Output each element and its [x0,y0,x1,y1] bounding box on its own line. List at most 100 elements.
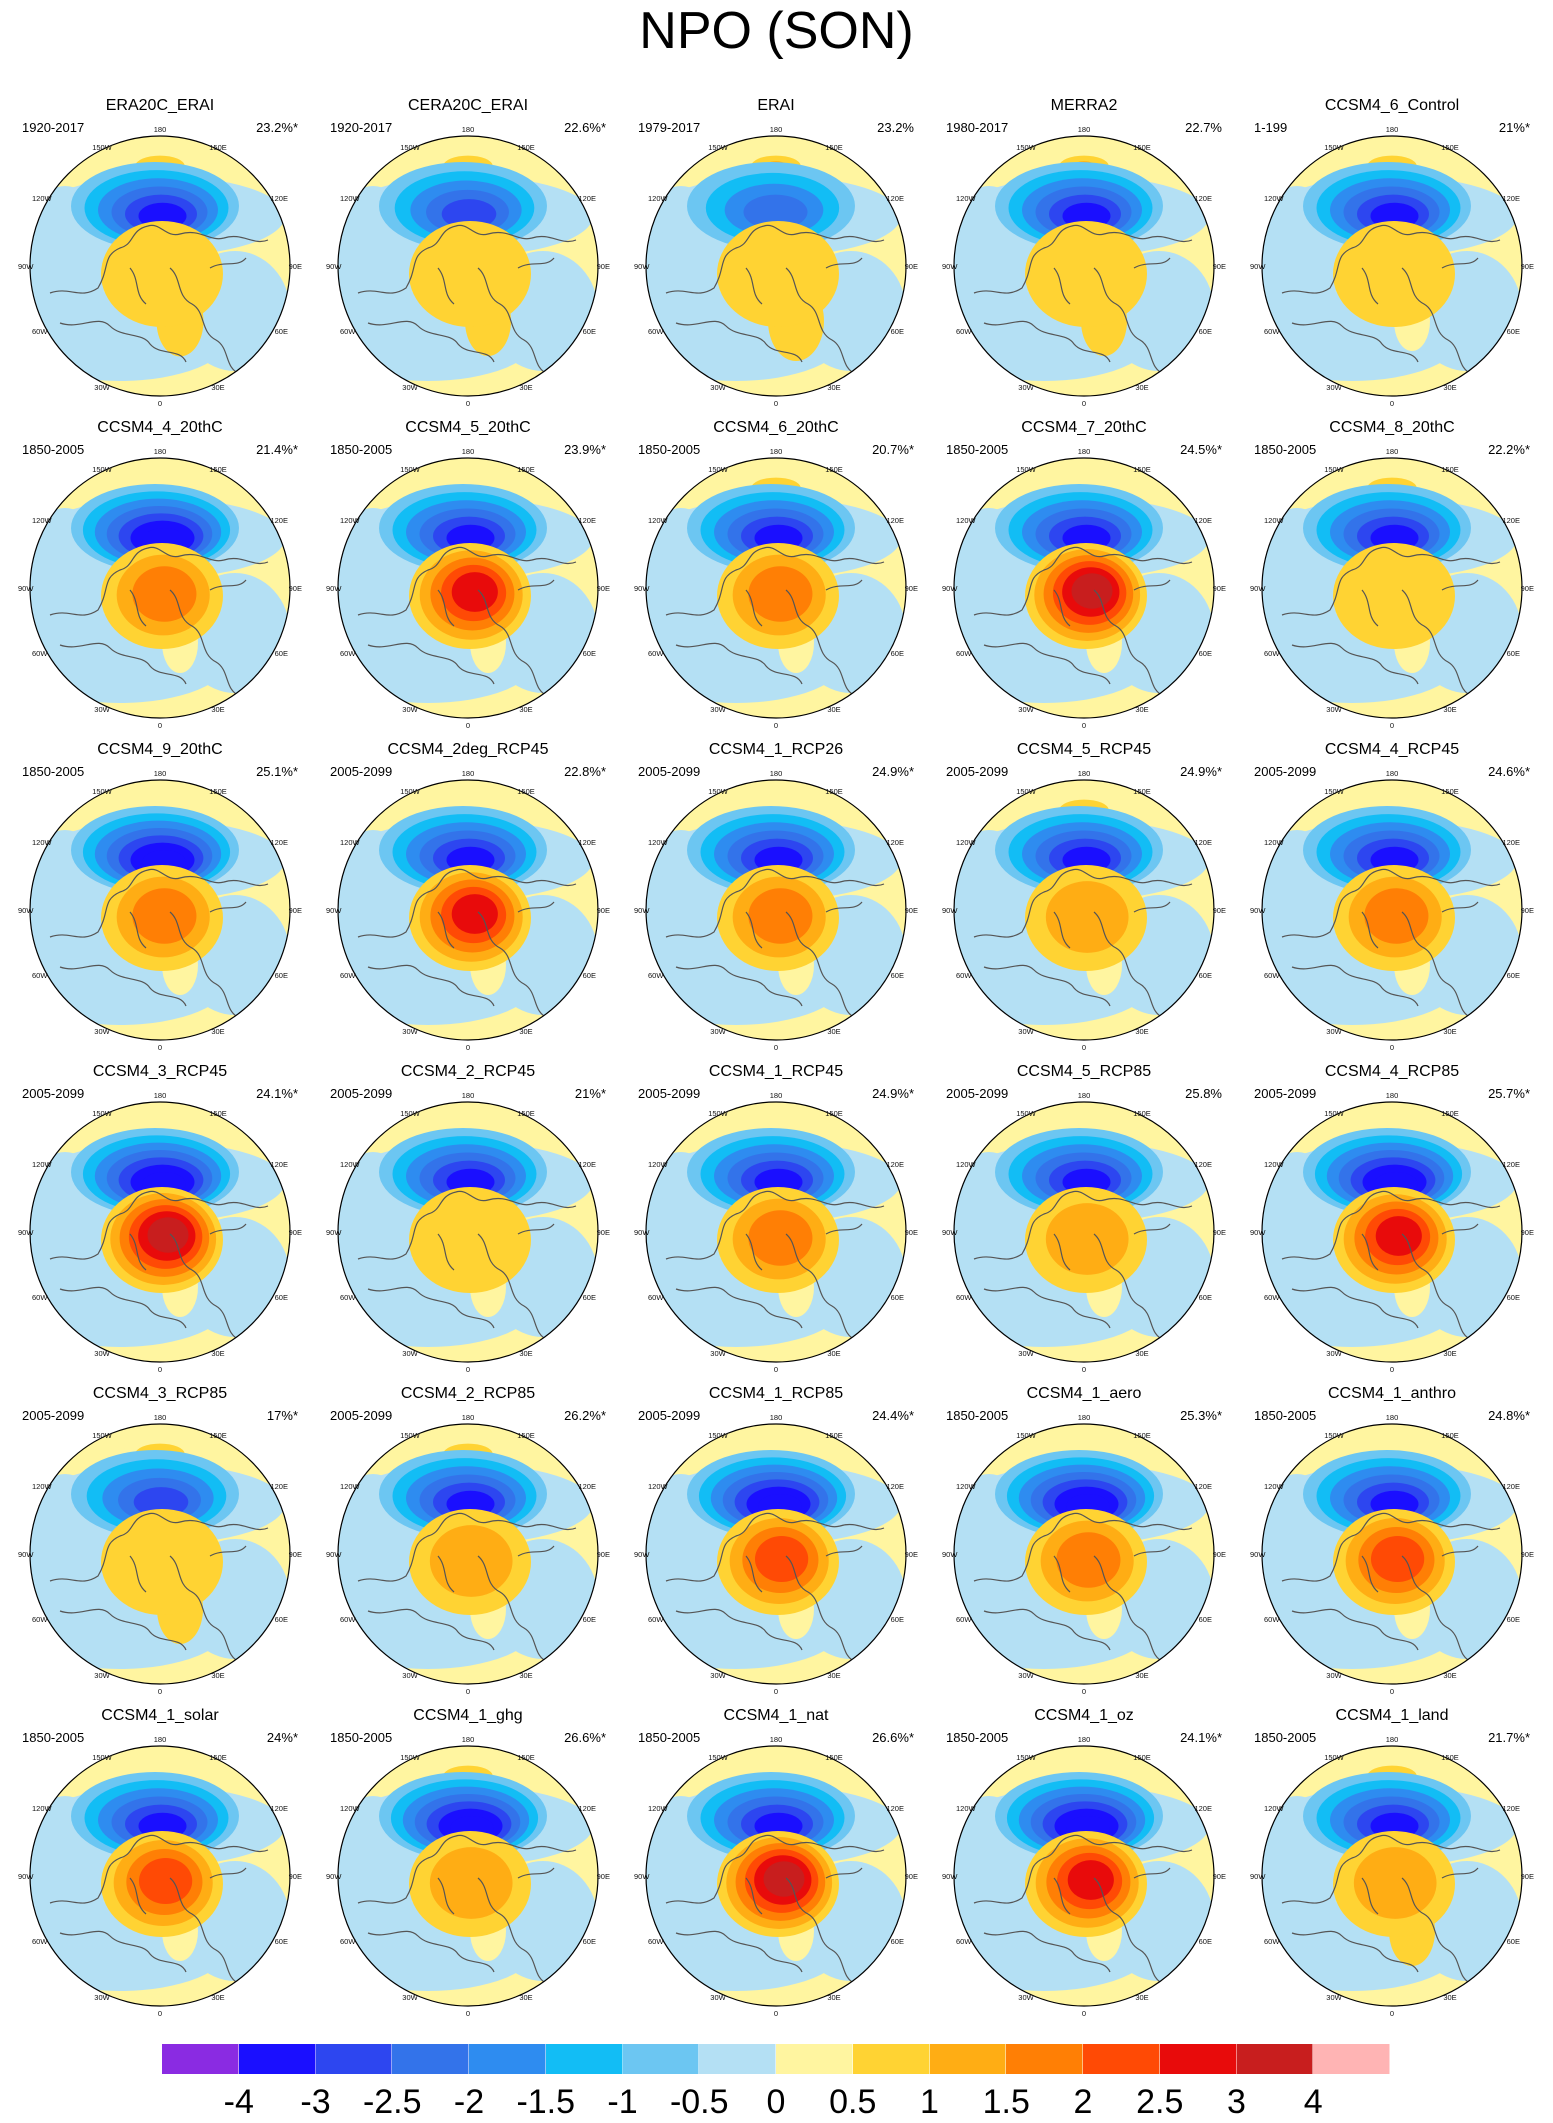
panel-period: 1920-2017 [330,120,393,135]
polar-positive-center [147,1217,189,1253]
panel-variance-percent: 22.2%* [1488,442,1530,457]
colorbar-tick-label: 4 [1303,2083,1323,2121]
longitude-label: 60W [1264,327,1280,336]
polar-positive-center [748,1210,813,1266]
longitude-label: 30W [1018,705,1034,714]
longitude-label: 0 [774,1687,778,1696]
colorbar-segment [1236,2044,1314,2074]
map-panel: CCSM4_6_20thC 1850-2005 20.7%* 180 150W 150E 1… [626,418,926,738]
polar-positive-center [409,221,531,327]
longitude-label: 60E [583,649,596,658]
polar-positive-center [132,566,197,622]
longitude-label: 120W [1264,1804,1285,1813]
map-boundary [29,135,291,397]
longitude-label: 60W [340,1615,356,1624]
polar-map: 180 150W 150E 120W 120E 90W 90E 60W 60E 30W 30E 0 [942,447,1226,730]
polar-positive-center [1067,1860,1114,1900]
longitude-label: 120E [1194,194,1212,203]
colorbar-segment [776,2044,853,2074]
map-panel: CCSM4_1_aero 1850-2005 25.3%* 180 150W 150E 12… [934,1384,1234,1704]
longitude-label: 60E [583,1937,596,1946]
longitude-label: 150E [517,143,535,152]
longitude-label: 30W [94,1671,110,1680]
longitude-label: 120E [270,1804,288,1813]
longitude-label: 60E [891,1937,904,1946]
panel-variance-percent: 23.2%* [256,120,298,135]
longitude-label: 150E [825,1753,843,1762]
colorbar-segment [699,2044,776,2074]
longitude-label: 60W [1264,971,1280,980]
longitude-label: 30W [94,1993,110,2002]
longitude-label: 120W [956,838,977,847]
longitude-label: 180 [154,1091,167,1100]
coastline [973,1190,1193,1341]
longitude-label: 60E [275,327,288,336]
longitude-label: 30E [519,1671,532,1680]
panel-title: CCSM4_2_RCP85 [400,1385,536,1402]
map-panel: CCSM4_5_RCP85 2005-2099 25.8% 180 150W 150E 12… [934,1062,1234,1382]
longitude-label: 60E [583,1615,596,1624]
panel-title: MERRA2 [1050,97,1118,114]
longitude-label: 0 [1390,399,1394,408]
panel-title: CCSM4_1_oz [1034,1707,1134,1724]
longitude-label: 30E [827,1349,840,1358]
panel-variance-percent: 24%* [266,1730,298,1745]
polar-map: 180 150W 150E 120W 120E 90W 90E 60W 60E 30W 30E 0 [18,1413,302,1696]
longitude-label: 60E [1199,1293,1212,1302]
longitude-label: 0 [1390,1043,1394,1052]
longitude-label: 90W [18,584,34,593]
longitude-label: 60W [340,327,356,336]
polar-map: 180 150W 150E 120W 120E 90W 90E 60W 60E 30W 30E 0 [1250,1091,1534,1374]
longitude-label: 0 [466,1687,470,1696]
panel-title: CCSM4_9_20thC [97,741,223,758]
panel-variance-percent: 22.8%* [564,764,606,779]
coastline [1281,546,1501,697]
longitude-label: 30W [710,1671,726,1680]
map-panel: CCSM4_1_RCP26 2005-2099 24.9%* 180 150W 150E 1… [626,740,926,1060]
coastline [665,868,885,1019]
longitude-label: 60E [1199,971,1212,980]
longitude-label: 150W [1324,1753,1345,1762]
longitude-label: 30E [827,1027,840,1036]
longitude-label: 150E [1133,1753,1151,1762]
longitude-label: 120W [32,194,53,203]
longitude-label: 30E [1443,1993,1456,2002]
longitude-label: 30E [211,1027,224,1036]
polar-map: 180 150W 150E 120W 120E 90W 90E 60W 60E 30W 30E 0 [326,769,610,1052]
coastline [1281,224,1501,375]
longitude-label: 60E [275,1293,288,1302]
panel-variance-percent: 25.3%* [1180,1408,1222,1423]
longitude-label: 60E [891,1615,904,1624]
longitude-label: 120E [270,1482,288,1491]
longitude-label: 120W [956,516,977,525]
map-panel: CCSM4_1_solar 1850-2005 24%* 180 150W 150E 120… [10,1706,310,2026]
longitude-label: 60W [956,327,972,336]
polar-positive-center [429,1847,513,1919]
polar-map: 180 150W 150E 120W 120E 90W 90E 60W 60E 30W 30E 0 [634,1735,918,2018]
panel-variance-percent: 25.1%* [256,764,298,779]
longitude-label: 90E [289,906,302,915]
longitude-label: 30E [827,1671,840,1680]
longitude-label: 0 [1390,1365,1394,1374]
longitude-label: 0 [1082,721,1086,730]
longitude-label: 150E [209,1753,227,1762]
longitude-label: 0 [774,399,778,408]
panel-title: ERA20C_ERAI [105,97,215,114]
map-panel: ERA20C_ERAI 1920-2017 23.2%* 180 150W 150E 120… [10,96,310,416]
panel-variance-percent: 24.9%* [872,764,914,779]
longitude-label: 180 [1078,125,1091,134]
polar-map: 180 150W 150E 120W 120E 90W 90E 60W 60E 30W 30E 0 [18,769,302,1052]
longitude-label: 120E [886,1160,904,1169]
longitude-label: 60E [1507,1937,1520,1946]
longitude-label: 150W [1324,1109,1345,1118]
longitude-label: 90W [634,1550,650,1559]
longitude-label: 90W [326,1228,342,1237]
longitude-label: 150W [708,143,729,152]
longitude-label: 150W [400,465,421,474]
longitude-label: 30E [1443,1349,1456,1358]
longitude-label: 60E [891,649,904,658]
polar-map: 180 150W 150E 120W 120E 90W 90E 60W 60E 30W 30E 0 [942,125,1226,408]
longitude-label: 120E [1194,1160,1212,1169]
polar-positive-center [763,1861,805,1897]
polar-positive-center [1045,1203,1129,1275]
